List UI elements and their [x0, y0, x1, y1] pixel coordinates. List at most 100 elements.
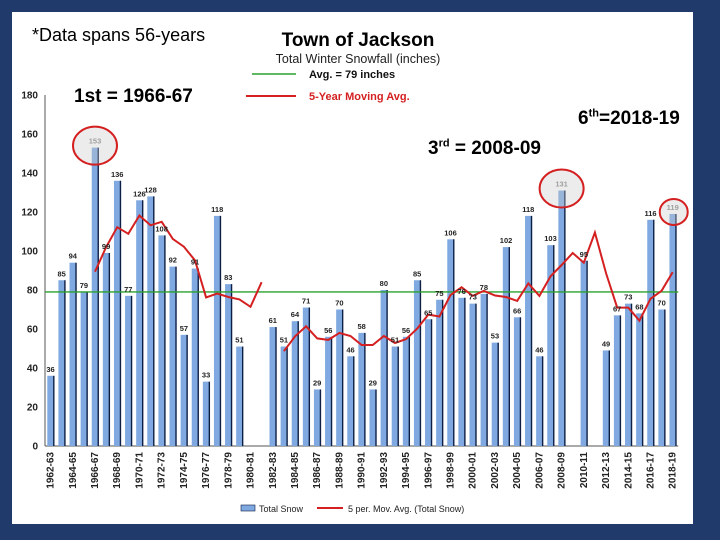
- bar-data-label: 73: [624, 293, 632, 302]
- snow-bar: [636, 313, 643, 446]
- bar-data-label: 126: [133, 189, 146, 198]
- sixth-rank-number: 6: [578, 108, 589, 129]
- bar-data-label: 79: [80, 281, 88, 290]
- highlight-circles: [71, 125, 689, 226]
- bar-data-label: 58: [357, 322, 365, 331]
- snow-bar: [313, 389, 321, 446]
- snow-bar: [136, 200, 143, 446]
- highlight-circle: [71, 125, 118, 166]
- snow-bar: [336, 309, 343, 446]
- x-tick-label: 2012-13: [601, 452, 612, 489]
- snow-bar: [180, 334, 188, 446]
- x-tick-label: 1992-93: [379, 452, 390, 489]
- legend-total-snow-label: Total Snow: [259, 504, 304, 514]
- bar-data-label: 91: [191, 258, 199, 267]
- x-tick-label: 2014-15: [623, 452, 634, 489]
- y-tick-label: 120: [21, 208, 38, 219]
- snow-bar: [447, 239, 454, 446]
- x-tick-label: 1998-99: [446, 452, 457, 489]
- bar-data-label: 77: [124, 285, 132, 294]
- snow-bar: [547, 245, 554, 446]
- bar-data-label: 118: [211, 205, 223, 214]
- bar-data-label: 80: [380, 279, 388, 288]
- y-tick-label: 180: [21, 91, 38, 102]
- x-tick-label: 1972-73: [157, 452, 168, 489]
- highlight-circle: [658, 197, 689, 226]
- bar-data-label: 53: [491, 332, 499, 341]
- x-tick-label: 1962-63: [46, 452, 57, 489]
- snow-bar: [291, 321, 299, 446]
- third-rank-suffix: rd: [438, 137, 450, 150]
- bar-data-label: 73: [469, 293, 477, 302]
- snow-bar: [602, 350, 610, 446]
- snow-bar: [647, 219, 654, 446]
- third-rank-number: 3: [428, 138, 439, 159]
- snow-bar: [491, 342, 499, 446]
- x-tick-label: 2002-03: [490, 452, 501, 489]
- y-tick-label: 140: [21, 169, 38, 180]
- bar-data-label: 131: [555, 180, 568, 189]
- bar-data-label: 70: [335, 299, 343, 308]
- bar-data-label: 78: [480, 283, 488, 292]
- bar-data-label: 36: [46, 365, 54, 374]
- third-rank-season: = 2008-09: [449, 138, 541, 159]
- x-tick-label: 1976-77: [201, 452, 212, 489]
- sixth-rank-note: 6th=2018-19: [578, 108, 680, 130]
- x-tick-label: 1982-83: [268, 452, 279, 489]
- snow-bar: [302, 307, 310, 446]
- chart-subtitle: Total Winter Snowfall (inches): [275, 52, 441, 66]
- first-rank-note: 1st = 1966-67: [74, 86, 193, 107]
- bar-data-label: 108: [155, 224, 168, 233]
- snow-bar: [147, 196, 154, 446]
- bar-data-label: 68: [635, 302, 643, 311]
- bar-data-label: 65: [424, 308, 432, 317]
- x-tick-label: 1984-85: [290, 452, 301, 489]
- bar-data-label: 33: [202, 371, 210, 380]
- y-tick-label: 80: [27, 286, 39, 297]
- snow-bar: [358, 332, 365, 446]
- snow-bar: [502, 247, 510, 446]
- legend-total-snow-swatch: [240, 504, 256, 512]
- x-tick-label: 1980-81: [246, 452, 257, 489]
- x-tick-label: 1990-91: [357, 452, 368, 489]
- x-tick-label: 2010-11: [579, 452, 590, 489]
- sixth-rank-suffix: th: [588, 107, 599, 120]
- x-tick-label: 2000-01: [468, 452, 479, 489]
- snow-bar: [202, 381, 210, 446]
- bar-data-label: 75: [435, 289, 443, 298]
- moving-average-series: [94, 213, 674, 352]
- bar-data-label: 85: [413, 269, 421, 278]
- bar-data-label: 29: [313, 378, 321, 387]
- bar-data-label: 57: [180, 324, 188, 333]
- bar-data-label: 103: [544, 234, 557, 243]
- snow-bar: [625, 303, 632, 446]
- legends: Avg. = 79 inches 5-Year Moving Avg. Total …: [240, 69, 464, 514]
- bar-data-label: 128: [144, 185, 157, 194]
- bar-data-label: 94: [69, 252, 78, 261]
- snow-bar: [413, 280, 421, 446]
- bar-data-label: 56: [324, 326, 332, 335]
- bar-data-label: 106: [444, 228, 457, 237]
- snow-bar: [458, 297, 465, 446]
- bar-data-label: 118: [522, 205, 534, 214]
- x-tick-label: 2004-05: [512, 452, 523, 489]
- snow-bar: [658, 309, 665, 446]
- x-tick-label: 1986-87: [312, 452, 323, 489]
- snow-bar: [113, 180, 121, 447]
- bar-data-label: 51: [280, 336, 288, 345]
- snow-bar: [425, 319, 432, 446]
- bar-data-label: 71: [302, 297, 310, 306]
- snow-bar: [158, 235, 165, 446]
- chart-title: Town of Jackson: [281, 30, 435, 51]
- bar-data-label: 51: [391, 336, 399, 345]
- snow-bar: [58, 280, 65, 446]
- bar-data-label: 102: [500, 236, 513, 245]
- snow-bar: [613, 315, 621, 446]
- x-tick-label: 2016-17: [645, 452, 656, 489]
- bar-data-label: 49: [602, 339, 610, 348]
- snow-bar: [536, 356, 543, 446]
- snow-bar: [213, 215, 221, 446]
- snow-bar: [169, 266, 177, 446]
